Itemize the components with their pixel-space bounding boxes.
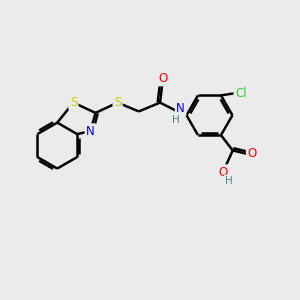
Text: S: S bbox=[114, 96, 121, 109]
Text: O: O bbox=[218, 166, 228, 179]
Text: H: H bbox=[172, 115, 179, 125]
Text: N: N bbox=[176, 102, 185, 115]
Text: H: H bbox=[225, 176, 233, 186]
Text: N: N bbox=[86, 125, 95, 138]
Text: O: O bbox=[247, 148, 256, 160]
Text: O: O bbox=[158, 72, 168, 85]
Text: S: S bbox=[70, 96, 77, 109]
Text: Cl: Cl bbox=[235, 86, 247, 100]
